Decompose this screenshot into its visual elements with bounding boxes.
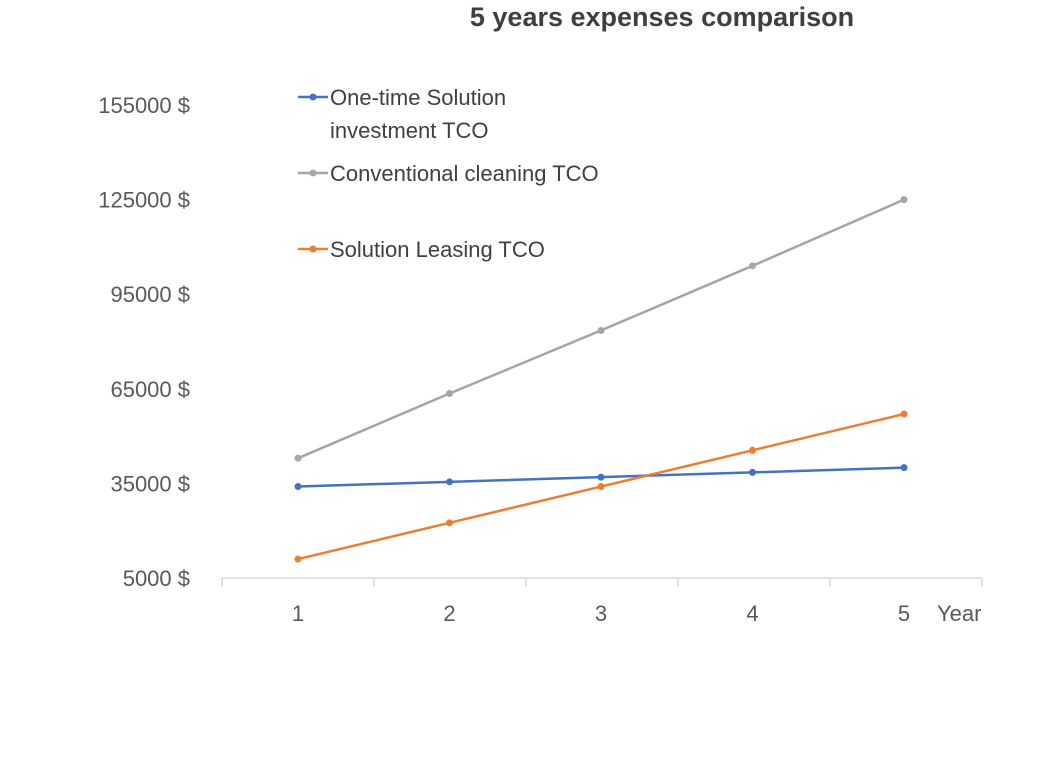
x-tick-label: 3 — [595, 601, 607, 626]
data-point — [749, 468, 756, 476]
data-point — [294, 454, 302, 462]
x-axis-label: Year — [937, 601, 981, 626]
legend-item-3: Solution Leasing TCO — [298, 237, 545, 262]
x-tick-label: 1 — [292, 601, 304, 626]
legend-label: Conventional cleaning TCO — [330, 161, 599, 186]
y-tick-label: 155000 $ — [98, 93, 190, 118]
legend-swatch-marker — [309, 93, 317, 101]
legend-swatch-marker — [309, 169, 317, 177]
legend-label: One-time Solution — [330, 85, 506, 110]
data-point — [597, 473, 605, 481]
y-tick-label: 95000 $ — [110, 282, 190, 307]
legend: One-time Solution investment TCO Conventio… — [298, 85, 599, 262]
x-tick-label: 4 — [746, 601, 758, 626]
legend-label: investment TCO — [330, 118, 489, 143]
y-tick-label: 35000 $ — [110, 471, 190, 496]
data-point — [446, 390, 453, 398]
x-axis-tick-labels: 1 2 3 4 5 — [292, 601, 910, 626]
data-point — [294, 555, 302, 563]
data-point — [749, 262, 756, 270]
series-2 — [294, 196, 908, 462]
data-point — [900, 196, 908, 204]
data-point — [446, 478, 453, 486]
series-3 — [294, 410, 908, 563]
data-point — [900, 410, 908, 418]
data-point — [749, 446, 756, 454]
y-tick-label: 125000 $ — [98, 188, 190, 213]
data-point — [446, 519, 453, 527]
series-lines — [294, 196, 908, 563]
series-1 — [294, 464, 908, 491]
chart-title: 5 years expenses comparison — [470, 2, 854, 32]
x-axis-tick-marks — [221, 578, 983, 587]
data-point — [597, 326, 605, 334]
data-point — [900, 464, 908, 472]
legend-item-1: One-time Solution investment TCO — [298, 85, 506, 143]
x-tick-label: 2 — [443, 601, 455, 626]
legend-swatch-marker — [309, 245, 317, 253]
y-axis-tick-labels: 155000 $ 125000 $ 95000 $ 65000 $ 35000 $ 500… — [98, 93, 190, 591]
data-point — [597, 483, 605, 491]
legend-item-2: Conventional cleaning TCO — [298, 161, 599, 186]
y-tick-label: 65000 $ — [110, 377, 190, 402]
data-point — [294, 483, 302, 491]
y-tick-label: 5000 $ — [123, 566, 190, 591]
legend-label: Solution Leasing TCO — [330, 237, 545, 262]
x-tick-label: 5 — [898, 601, 910, 626]
